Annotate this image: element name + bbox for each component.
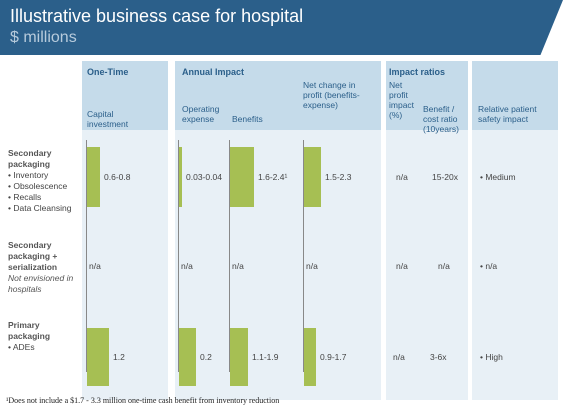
data-label: n/a (181, 261, 193, 271)
column-header-opex: Operating expense (182, 104, 220, 124)
bullet-item: • Obsolescence (8, 181, 68, 191)
data-label: n/a (306, 261, 318, 271)
cell-bcr-row-2: 3-6x (430, 352, 447, 362)
panel-head-one-time (82, 61, 168, 130)
baseline-0 (86, 140, 87, 372)
panel-head-annual (175, 61, 381, 130)
row-title: Secondary packaging (8, 148, 52, 169)
cell-npi-row-0: n/a (396, 172, 408, 182)
column-header-net-profit-impact: Net profit impact (%) (389, 80, 415, 120)
bullet-text: Data Cleansing (13, 203, 72, 213)
cell-safety-row-1: • n/a (480, 261, 498, 271)
bar (87, 328, 109, 386)
bullet-item: • Recalls (8, 192, 42, 202)
bullet-text: ADEs (12, 342, 35, 352)
cell-npi-row-2: n/a (393, 352, 405, 362)
data-label: 1.1-1.9 (252, 352, 279, 362)
data-label: n/a (89, 261, 101, 271)
bar (304, 147, 321, 207)
bullet-item: • Inventory (8, 170, 49, 180)
data-label: 1.5-2.3 (325, 172, 352, 182)
data-label: n/a (232, 261, 244, 271)
data-label: 1.2 (113, 352, 125, 362)
group-header-one-time: One-Time (87, 67, 129, 77)
column-header-capital: Capital investment (87, 109, 129, 129)
bar (304, 328, 316, 386)
row-note: Not envisioned in hospitals (8, 273, 74, 294)
cell-bcr-row-1: n/a (438, 261, 450, 271)
cell-bcr-row-0: 15-20x (432, 172, 458, 182)
data-label: 0.03-0.04 (186, 172, 222, 182)
panel-head-ratios (386, 61, 468, 130)
data-label: 1.6-2.4¹ (258, 172, 288, 182)
baseline-1 (178, 140, 179, 372)
title-banner (0, 0, 563, 55)
data-label: 0.9-1.7 (320, 352, 347, 362)
bullet-text: Recalls (13, 192, 42, 202)
group-header-annual: Annual Impact (182, 67, 245, 77)
bullet-text: Inventory (13, 170, 49, 180)
row-title: Secondary packaging + serialization (8, 240, 58, 272)
bar (230, 147, 254, 207)
data-label: 0.6-0.8 (104, 172, 131, 182)
footnote: ¹Does not include a $1.7 - 3.3 million o… (6, 396, 280, 405)
bar (87, 147, 100, 207)
row-label-secondary-packaging: Secondary packaging • Inventory • Obsole… (8, 148, 84, 214)
bar (179, 328, 196, 386)
baseline-3 (303, 140, 304, 372)
cell-safety-row-2: • High (480, 352, 503, 362)
chart-subtitle: $ millions (10, 29, 77, 46)
row-label-secondary-serialization: Secondary packaging + serialization Not … (8, 240, 84, 295)
cell-npi-row-1: n/a (396, 261, 408, 271)
baseline-2 (229, 140, 230, 372)
panel-head-safety (472, 61, 558, 130)
column-header-net-change: Net change in profit (benefits-expense) (303, 80, 360, 110)
column-header-benefits: Benefits (232, 114, 263, 124)
bullet-text: Obsolescence (13, 181, 68, 191)
group-header-ratios: Impact ratios (389, 67, 446, 77)
bullet-item: • Data Cleansing (8, 203, 72, 213)
row-label-primary-packaging: Primary packaging • ADEs (8, 320, 84, 353)
bar (230, 328, 248, 386)
column-header-safety: Relative patient safety impact (478, 104, 537, 124)
data-label: 0.2 (200, 352, 212, 362)
cell-safety-row-0: • Medium (480, 172, 516, 182)
column-header-benefit-cost: Benefit / cost ratio (10years) (423, 104, 459, 134)
bar (179, 147, 182, 207)
row-title: Primary packaging (8, 320, 51, 341)
chart-title: Illustrative business case for hospital (10, 6, 304, 26)
bullet-item: • ADEs (8, 342, 35, 352)
